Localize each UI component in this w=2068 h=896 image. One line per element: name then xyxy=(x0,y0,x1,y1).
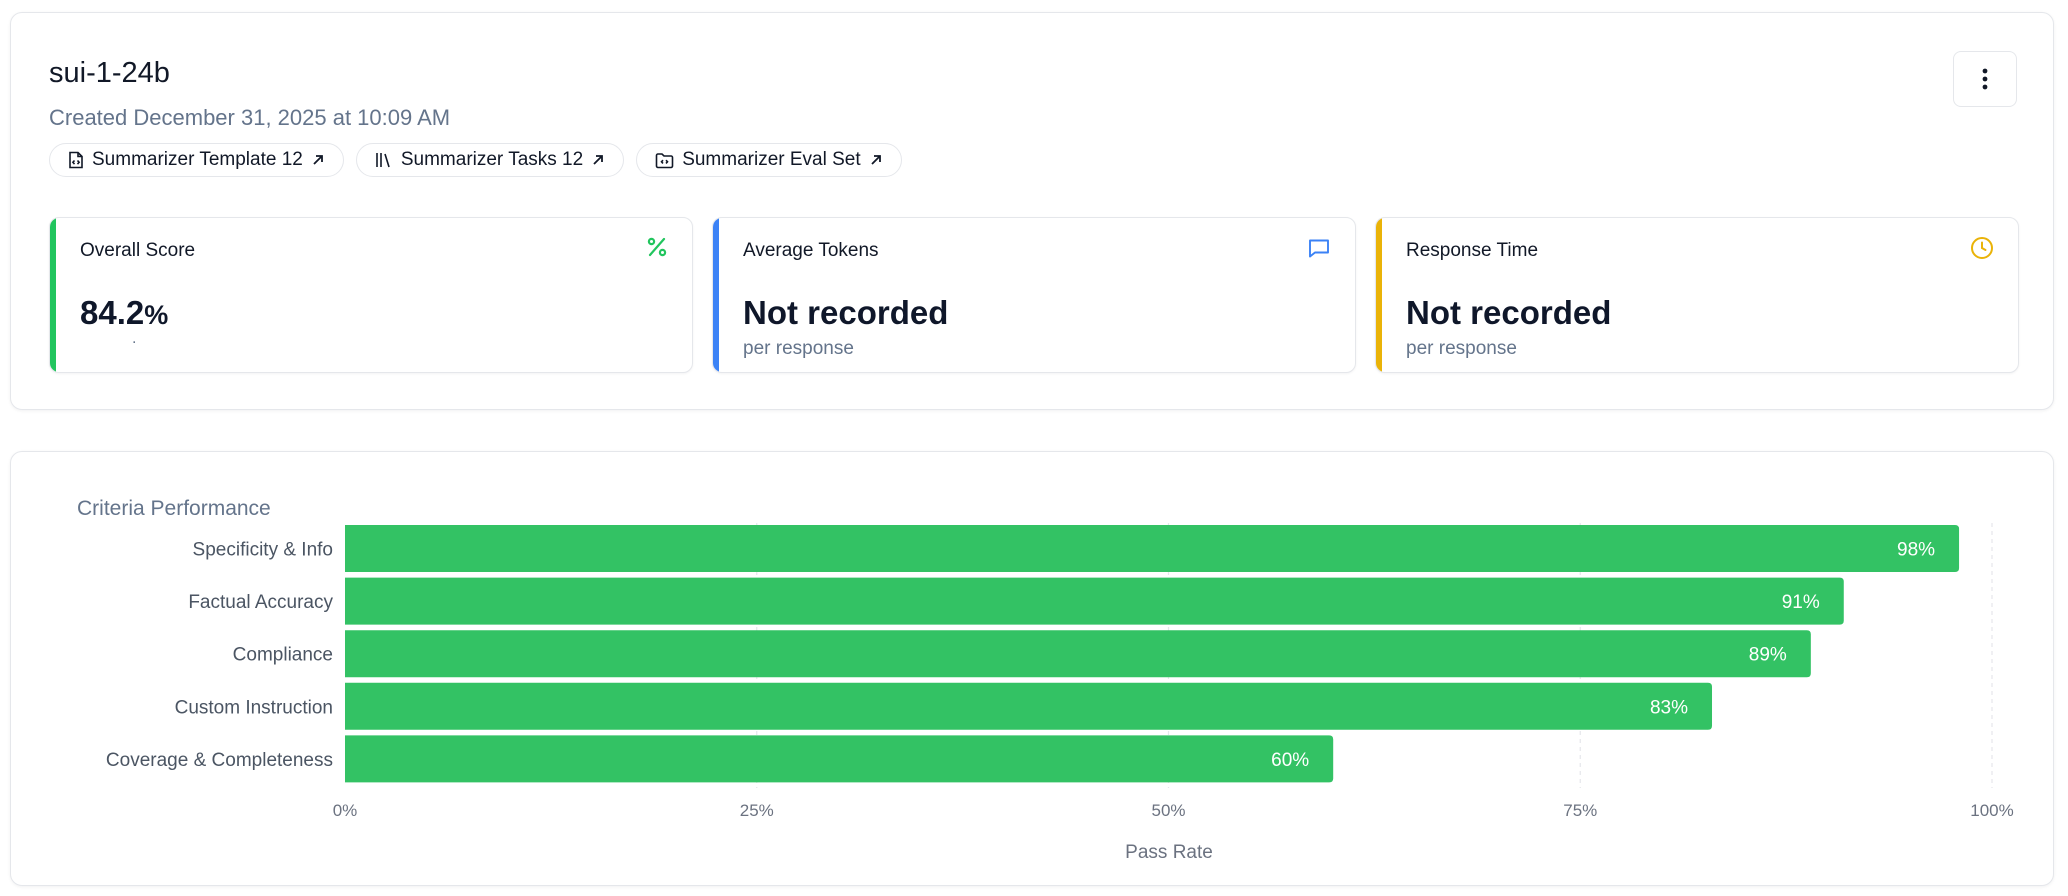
accent-bar xyxy=(50,218,56,372)
average-tokens-card: Average Tokens Not recorded per response xyxy=(712,217,1356,373)
more-vertical-icon xyxy=(1982,68,1988,90)
x-tick-label: 100% xyxy=(1970,801,2013,820)
metric-value: 84.2% xyxy=(80,294,168,332)
message-square-icon xyxy=(1307,236,1331,265)
library-icon xyxy=(376,153,390,168)
bar-value-label: 83% xyxy=(1650,697,1688,718)
metric-sub: . xyxy=(132,330,137,347)
chart-title: Criteria Performance xyxy=(77,497,271,520)
eval-set-link[interactable]: Summarizer Eval Set xyxy=(636,143,902,177)
x-tick-label: 25% xyxy=(740,801,774,820)
percent-icon xyxy=(646,236,668,263)
clock-icon xyxy=(1970,236,1994,265)
run-title: sui-1-24b xyxy=(49,57,170,89)
template-link-label: Summarizer Template 12 xyxy=(92,149,303,170)
bar xyxy=(345,577,1844,625)
external-arrow-icon xyxy=(871,155,881,165)
eval-set-link-label: Summarizer Eval Set xyxy=(682,149,861,170)
criteria-chart: Criteria Performance 0% 25% 50% 75% 100% Spec… xyxy=(77,497,2014,863)
accent-bar xyxy=(1376,218,1382,372)
bar-value-label: 98% xyxy=(1897,540,1935,561)
bar xyxy=(345,735,1334,783)
created-timestamp: Created December 31, 2025 at 10:09 AM xyxy=(49,105,451,130)
metric-value: Not recorded xyxy=(743,294,949,331)
run-summary-card: sui-1-24b Created December 31, 2025 at 1… xyxy=(10,12,2054,410)
category-label: Specificity & Info xyxy=(193,540,333,561)
more-options-button[interactable] xyxy=(1953,51,2017,107)
bar xyxy=(345,682,1713,730)
bar-value-label: 89% xyxy=(1749,645,1787,666)
metric-label: Average Tokens xyxy=(743,240,879,261)
file-code-icon xyxy=(69,151,83,169)
category-label: Factual Accuracy xyxy=(188,592,333,613)
metric-sub: per response xyxy=(1406,338,1517,359)
overall-score-card: Overall Score 84.2% . xyxy=(49,217,693,373)
category-label: Custom Instruction xyxy=(175,697,333,718)
response-time-card: Response Time Not recorded per response xyxy=(1375,217,2019,373)
template-link[interactable]: Summarizer Template 12 xyxy=(49,143,344,177)
x-tick-label: 0% xyxy=(333,801,358,820)
category-label: Compliance xyxy=(233,645,333,666)
x-axis-label: Pass Rate xyxy=(1125,842,1213,863)
tasks-link[interactable]: Summarizer Tasks 12 xyxy=(355,143,625,177)
metric-label: Response Time xyxy=(1406,240,1539,261)
metric-number: 84.2 xyxy=(80,294,145,331)
criteria-performance-card: Criteria Performance 0% 25% 50% 75% 100% Spec… xyxy=(10,451,2054,886)
bar-value-label: 60% xyxy=(1271,750,1309,771)
linked-resources: Summarizer Template 12 Summarizer Tasks … xyxy=(49,143,902,177)
external-arrow-icon xyxy=(313,155,323,165)
x-tick-label: 50% xyxy=(1151,801,1185,820)
bar-value-label: 91% xyxy=(1782,592,1820,613)
bar xyxy=(345,630,1811,678)
metric-value: Not recorded xyxy=(1406,294,1612,331)
tasks-link-label: Summarizer Tasks 12 xyxy=(400,149,584,170)
external-arrow-icon xyxy=(593,155,604,165)
metric-sub: per response xyxy=(743,338,854,359)
metric-label: Overall Score xyxy=(80,240,196,261)
category-label: Coverage & Completeness xyxy=(106,750,333,771)
bar xyxy=(345,525,1960,572)
folder-code-icon xyxy=(655,152,674,168)
accent-bar xyxy=(713,218,719,372)
x-tick-label: 75% xyxy=(1563,801,1597,820)
metric-unit: % xyxy=(144,300,169,330)
